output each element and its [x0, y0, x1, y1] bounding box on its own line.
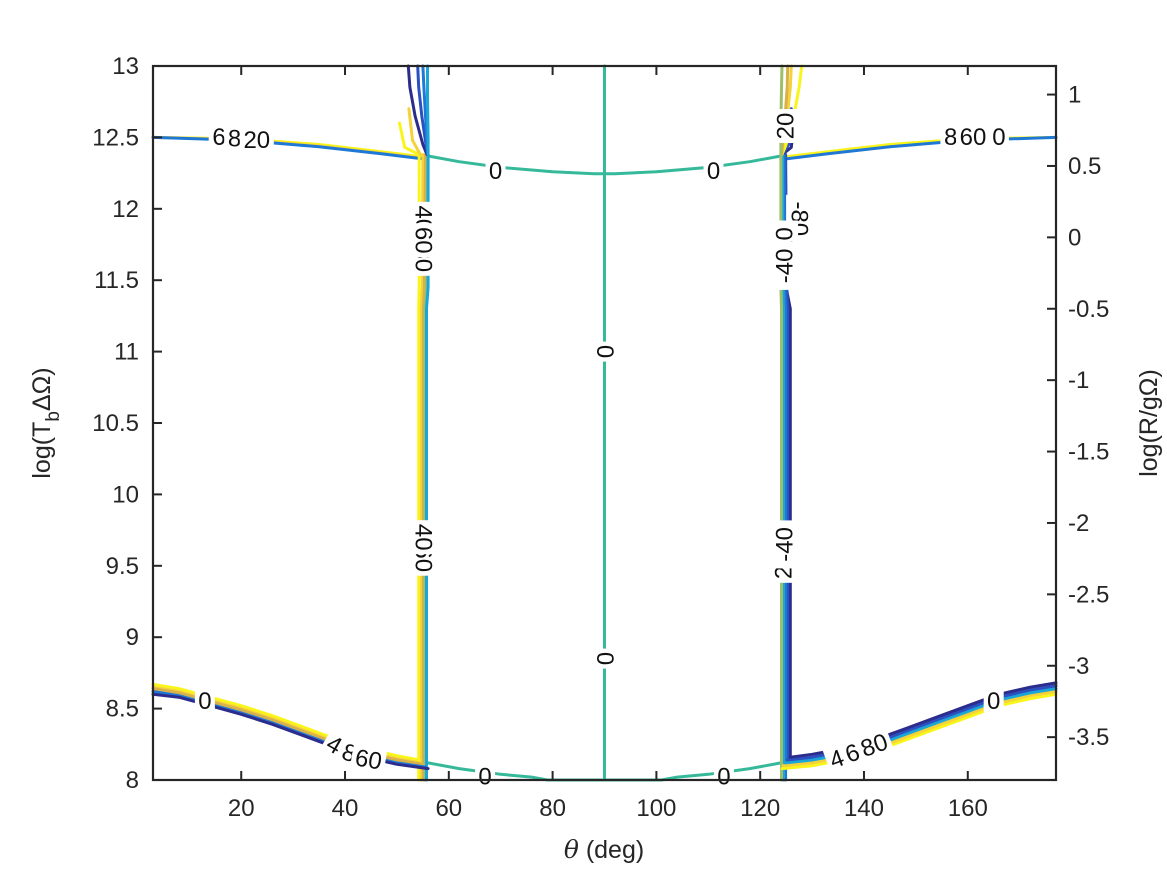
x-tick-label: 60 [435, 795, 462, 822]
contour-label: 0 [591, 345, 618, 358]
contour-label-gap [591, 341, 618, 362]
left-y-tick-label: 13 [112, 53, 139, 80]
contour-label-group: 0 [983, 688, 1004, 715]
x-tick-label: 140 [844, 795, 884, 822]
contour-label-gap [409, 520, 436, 555]
contour-labels: 0000000020-8008040606040-20-4020-4060802… [194, 109, 1009, 791]
x-tick-label: 20 [228, 795, 255, 822]
contour-label-group: -40 [772, 241, 799, 290]
left-y-tick-label: 12.5 [92, 124, 139, 151]
contour-label: 60 [353, 744, 384, 775]
contour-label: 0 [987, 688, 1000, 715]
x-tick-label: 80 [539, 795, 566, 822]
contour-label: 60 [409, 227, 436, 254]
contour-label-group: 0 [703, 158, 724, 185]
right-y-tick-label: -1.5 [1068, 439, 1109, 466]
contour-label: 0 [478, 764, 491, 791]
contour-line-level--80 [406, 64, 429, 156]
x-axis-ticks: 20 40 60 80 100 120 140 160 [228, 66, 988, 822]
contour-label-gap [772, 520, 799, 569]
left-y-tick-label: 11 [114, 339, 139, 366]
contour-label-gap [853, 727, 895, 764]
contour-label: -40 [772, 527, 799, 562]
x-axis-title: θ (deg) [564, 835, 644, 864]
contour-line-level-80 [398, 121, 421, 156]
contour-label-gap [475, 764, 496, 791]
contour-label: 40 [409, 524, 436, 551]
contour-label-gap [591, 648, 618, 669]
contour-label-group: 40 [409, 520, 436, 555]
contour-label: 0 [489, 158, 502, 185]
contour-line-level-60 [407, 107, 422, 156]
contour-label-gap [713, 764, 734, 791]
right-y-tick-label: 1 [1068, 82, 1081, 109]
contour-line-level--20 [426, 64, 430, 156]
contour-label-group: 0 [475, 764, 496, 791]
contour-label-group: 20 [239, 127, 274, 154]
contour-label-gap [772, 241, 799, 290]
left-y-tick-label: 9 [126, 624, 139, 651]
x-tick-label: 40 [332, 795, 359, 822]
contour-label-gap [194, 688, 215, 715]
left-y-tick-label: 12 [112, 196, 139, 223]
contour-label-group: 0 [591, 648, 618, 669]
contour-label-group: 60 [956, 124, 990, 151]
x-tick-label: 160 [948, 795, 988, 822]
left-y-tick-label: 8 [126, 767, 139, 794]
left-y-tick-label: 11.5 [94, 267, 139, 294]
contour-label: 20 [773, 113, 800, 140]
right-y-tick-label: -3.5 [1068, 724, 1109, 751]
right-y-tick-label: -1 [1068, 367, 1089, 394]
contour-label-gap [703, 158, 724, 185]
contour-label-group: 0 [713, 764, 734, 791]
contour-label: 20 [243, 127, 270, 154]
contour-label-gap [349, 744, 388, 776]
contour-label-gap [485, 158, 506, 185]
contour-label-group: 20 [773, 109, 800, 143]
right-y-tick-label: -2 [1068, 510, 1089, 537]
contour-label-group: 0 [988, 124, 1009, 151]
left-y-tick-label: 8.5 [106, 696, 139, 723]
right-y-tick-label: 0 [1068, 224, 1081, 251]
left-y-tick-label: 10.5 [92, 410, 139, 437]
right-y-axis-title: log(R/gΩ) [1135, 369, 1163, 477]
contour-label: -40 [772, 249, 799, 284]
contour-label-group: 60 [349, 744, 388, 776]
contour-label-group: -40 [772, 520, 799, 569]
left-y-tick-label: 9.5 [106, 553, 139, 580]
contour-label: 0 [707, 158, 720, 185]
left-y-axis-ticks: 8 8.5 9 9.5 10 10.5 11 11.5 12 12.5 13 [92, 53, 162, 794]
contour-label-gap [956, 124, 990, 151]
x-tick-label: 100 [636, 795, 676, 822]
contour-label: 0 [717, 764, 730, 791]
contour-label-group: 0 [194, 688, 215, 715]
right-y-tick-label: -2.5 [1068, 581, 1109, 608]
contour-label-group: 0 [591, 341, 618, 362]
right-y-axis-ticks: -3.5 -3 -2.5 -2 -1.5 -1 -0.5 0 0.5 1 [1047, 82, 1109, 751]
contour-line-level-0 [426, 154, 783, 176]
right-y-tick-label: -3 [1068, 653, 1089, 680]
contour-label-group: 60 [409, 223, 436, 258]
contour-label-gap [409, 223, 436, 258]
contour-label: 0 [591, 652, 618, 665]
x-tick-label: 120 [740, 795, 780, 822]
right-y-tick-label: -0.5 [1068, 296, 1109, 323]
contour-label: 0 [198, 688, 211, 715]
contour-label: 0 [992, 124, 1005, 151]
left-y-axis-title: log(TbΔΩ) [28, 367, 64, 478]
contour-label-gap [239, 127, 274, 154]
contour-label-group: 0 [485, 158, 506, 185]
contour-label-gap [773, 109, 800, 143]
left-y-tick-label: 10 [112, 481, 139, 508]
contour-label-gap [988, 124, 1009, 151]
contour-label-gap [983, 688, 1004, 715]
contour-label: 60 [960, 124, 987, 151]
right-y-tick-label: 0.5 [1068, 153, 1101, 180]
